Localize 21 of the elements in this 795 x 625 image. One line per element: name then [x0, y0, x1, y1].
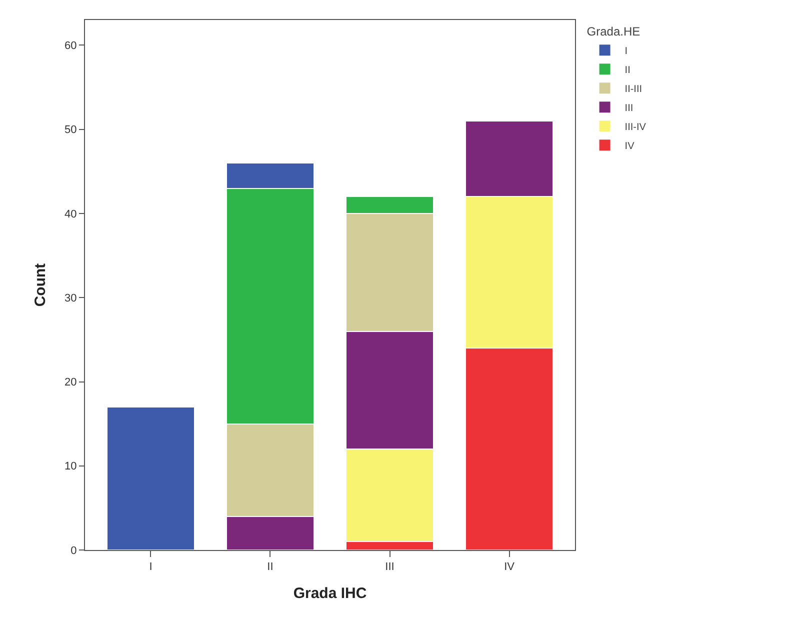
x-axis-title: Grada IHC — [293, 585, 367, 602]
bar — [106, 406, 195, 550]
y-tick-label: 50 — [64, 124, 77, 136]
x-tick-label: III — [385, 561, 394, 574]
legend-label: III-IV — [624, 122, 646, 133]
legend-title: Grada.HE — [586, 24, 640, 39]
y-tick-label: 60 — [64, 40, 77, 52]
x-tick-label: II — [267, 561, 274, 574]
legend-label: II — [624, 65, 630, 76]
legend-label: I — [624, 46, 628, 57]
y-tick-label: 10 — [64, 460, 77, 473]
y-tick-label: 0 — [70, 544, 77, 557]
y-axis-title: Count — [32, 263, 49, 307]
legend-label: IV — [624, 141, 635, 152]
y-tick-label: 20 — [64, 376, 77, 389]
legend-label: II-III — [624, 84, 642, 95]
legend-label: III — [624, 103, 634, 114]
y-tick-label: 30 — [64, 292, 77, 304]
y-tick-label: 40 — [64, 208, 77, 220]
x-tick-label: IV — [504, 561, 516, 574]
x-tick-label: I — [149, 561, 152, 574]
